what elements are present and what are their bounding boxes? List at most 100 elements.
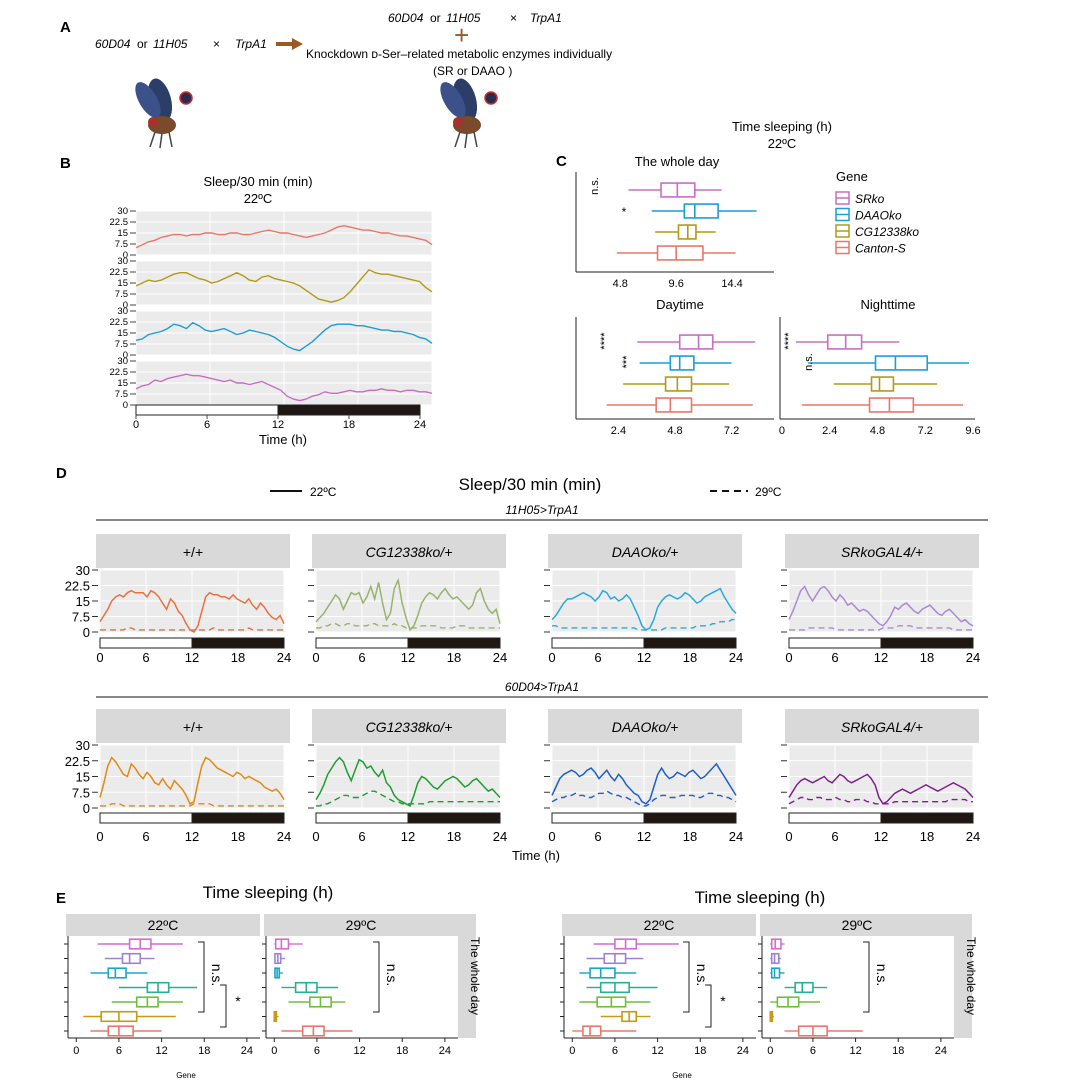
d-facet-strip xyxy=(96,534,290,568)
e-xtick: 24 xyxy=(737,1045,749,1057)
d-title: Sleep/30 min (min) xyxy=(459,475,602,494)
d-dark-bar xyxy=(880,812,974,824)
c-night-box xyxy=(868,397,915,413)
panel-label-c: C xyxy=(556,153,567,170)
c-legend-label: Canton-S xyxy=(855,242,906,256)
e-xtick: 12 xyxy=(155,1045,167,1057)
series-line-DAAOko/+ xyxy=(551,762,737,805)
d-ytick: 22.5 xyxy=(65,579,90,594)
b-ytick: 30 xyxy=(117,356,128,367)
d-xtick: 12 xyxy=(874,650,888,665)
d-facet-label: SRkoGAL4/+ xyxy=(841,719,923,735)
e-facet-strip xyxy=(66,914,260,936)
d-xtick: 0 xyxy=(548,650,555,665)
d-light-bar xyxy=(315,637,409,649)
c-whole-box xyxy=(683,203,719,219)
c-nighttime-title: Nighttime xyxy=(861,297,916,312)
c-title: Time sleeping (h) xyxy=(732,119,832,134)
d-xtick: 18 xyxy=(920,650,934,665)
e-xtick: 18 xyxy=(198,1045,210,1057)
b-ytick: 15 xyxy=(117,278,128,289)
d-xtick: 18 xyxy=(231,650,245,665)
e-sig-star: * xyxy=(235,993,241,1009)
e-facet-label: 22ºC xyxy=(644,917,675,933)
c-night-box xyxy=(826,334,863,350)
c-night-xtick: 0 xyxy=(779,425,785,437)
panel-label-e: E xyxy=(56,890,66,907)
d-ytick: 15 xyxy=(76,594,90,609)
d-dark-bar xyxy=(407,637,501,649)
a-arrow xyxy=(276,38,303,50)
e-right-title: Time sleeping (h) xyxy=(695,888,826,907)
c-night-xtick: 9.6 xyxy=(965,425,980,437)
series-line-CG12338ko/+ xyxy=(315,577,501,632)
a-left-times: × xyxy=(213,37,220,51)
d-xtick: 24 xyxy=(966,650,980,665)
b-line-panels: 3022.5157.503022.5157.503022.5157.503022… xyxy=(110,206,433,411)
a-enzymes-text: (SR or DAAO ) xyxy=(433,64,512,78)
d-xtick: 12 xyxy=(874,829,888,844)
d-ytick: 15 xyxy=(76,770,90,785)
b-ytick: 0 xyxy=(123,350,128,361)
e-sig-star: * xyxy=(720,993,726,1009)
panel-label-d: D xyxy=(56,465,67,482)
d-ytick: 7.5 xyxy=(72,785,90,800)
panel-label-b: B xyxy=(60,155,71,172)
c-night-xtick: 2.4 xyxy=(822,425,837,437)
d-xtick: 0 xyxy=(785,650,792,665)
e-xtick: 0 xyxy=(73,1045,79,1057)
e-xtick: 24 xyxy=(439,1045,451,1057)
c-whole-box xyxy=(656,245,704,261)
d-legend-dashed: 29ºC xyxy=(710,485,782,499)
c-day-box xyxy=(669,355,695,371)
d-xtick: 0 xyxy=(548,829,555,844)
d-xtick: 18 xyxy=(231,829,245,844)
e-sig-bracket xyxy=(220,984,227,1028)
c-whole-sig-ns: n.s. xyxy=(589,177,601,195)
b-light-dark-bar xyxy=(135,404,421,416)
c-night-sig-4star: **** xyxy=(783,332,795,350)
b-ytick: 22.5 xyxy=(110,317,129,328)
c-day-box xyxy=(655,397,693,413)
a-left-driver: 60D04 xyxy=(95,37,131,51)
c-whole-xtick: 14.4 xyxy=(721,278,742,290)
series-line-CG12338ko xyxy=(135,268,433,303)
d-facet-label: DAAOko/+ xyxy=(612,544,679,560)
d-xtick: 24 xyxy=(493,829,507,844)
b-ytick: 7.5 xyxy=(115,389,128,400)
d-xtick: 6 xyxy=(594,650,601,665)
b-ytick: 0 xyxy=(123,300,128,311)
a-left-driver2: 11H05 xyxy=(153,37,188,51)
series-line-29c xyxy=(551,790,737,807)
d-ytick: 22.5 xyxy=(65,754,90,769)
e-side-strip-label: The whole day xyxy=(468,937,482,1015)
c-legend-label: SRko xyxy=(855,192,885,206)
e-facet-label: 29ºC xyxy=(842,917,873,933)
d-xtick: 18 xyxy=(683,650,697,665)
d-xtick: 6 xyxy=(831,829,838,844)
d-xtick: 0 xyxy=(96,829,103,844)
e-gene-label: Gene xyxy=(672,1071,692,1080)
e-xtick: 0 xyxy=(569,1045,575,1057)
e-side-strip xyxy=(458,914,476,1038)
e-facet-strip xyxy=(562,914,756,936)
b-xtick: 6 xyxy=(204,419,210,431)
e-side-strip xyxy=(954,914,972,1038)
e-left-box xyxy=(107,1025,134,1037)
b-ytick: 22.5 xyxy=(110,217,129,228)
series-line-SRko xyxy=(135,373,433,402)
b-xtick: 24 xyxy=(414,419,426,431)
b-ytick: 0 xyxy=(123,250,128,261)
b-xtick: 0 xyxy=(133,419,139,431)
e-right-box xyxy=(794,981,814,994)
c-legend: Gene SRko DAAOko CG12338ko Canton-S xyxy=(835,169,919,256)
series-line-Canton-S xyxy=(135,224,433,249)
b-ytick: 30 xyxy=(117,206,128,217)
e-xtick: 12 xyxy=(849,1045,861,1057)
d-xtick: 12 xyxy=(185,650,199,665)
e-box-plots: 22ºC 0 6 12 18 24 29ºC 0 6 12 18 24 n.s. * n.s. The who… xyxy=(64,914,978,1080)
d-xtick: 6 xyxy=(594,829,601,844)
c-day-box xyxy=(678,334,714,350)
e-sig-bracket xyxy=(705,984,712,1028)
